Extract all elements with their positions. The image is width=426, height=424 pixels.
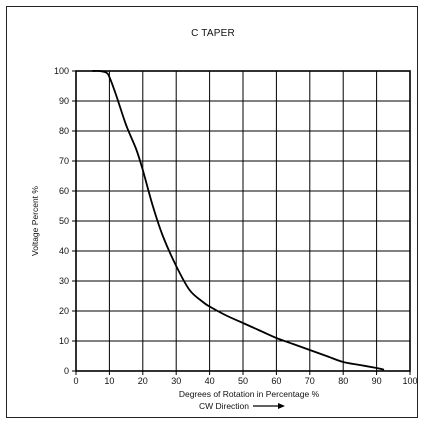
y-tick-label: 30 — [59, 276, 69, 286]
y-tick-label: 100 — [54, 66, 69, 76]
grid-lines — [72, 70, 411, 375]
y-axis-label: Voltage Percent % — [30, 186, 40, 256]
y-tick-label: 10 — [59, 336, 69, 346]
y-tick-label: 90 — [59, 96, 69, 106]
x-tick-label: 60 — [271, 376, 281, 386]
y-tick-label: 50 — [59, 216, 69, 226]
x-tick-label: 30 — [171, 376, 181, 386]
data-line — [91, 69, 385, 371]
chart-frame — [6, 6, 418, 418]
y-tick-label: 0 — [64, 366, 69, 376]
x-tick-label: 0 — [73, 376, 78, 386]
x-axis-direction-label: CW Direction — [199, 401, 249, 411]
x-tick-label: 50 — [238, 376, 248, 386]
y-tick-label: 80 — [59, 126, 69, 136]
arrow-head-icon — [278, 403, 285, 409]
x-tick-label: 20 — [138, 376, 148, 386]
y-tick-label: 40 — [59, 246, 69, 256]
x-axis-label: Degrees of Rotation in Percentage % — [179, 389, 320, 399]
x-tick-label: 100 — [402, 376, 417, 386]
x-axis-direction: CW Direction — [199, 401, 285, 411]
y-tick-labels: 0 10 20 30 40 50 60 70 80 90 100 — [54, 66, 69, 376]
x-tick-label: 90 — [372, 376, 382, 386]
x-tick-label: 40 — [205, 376, 215, 386]
y-tick-label: 60 — [59, 186, 69, 196]
x-tick-label: 80 — [338, 376, 348, 386]
chart-title: C TAPER — [191, 28, 235, 39]
x-tick-label: 70 — [305, 376, 315, 386]
x-tick-labels: 0 10 20 30 40 50 60 70 80 90 100 — [73, 376, 417, 386]
x-tick-label: 10 — [104, 376, 114, 386]
y-tick-label: 70 — [59, 156, 69, 166]
plot-border — [75, 70, 411, 372]
y-tick-label: 20 — [59, 306, 69, 316]
